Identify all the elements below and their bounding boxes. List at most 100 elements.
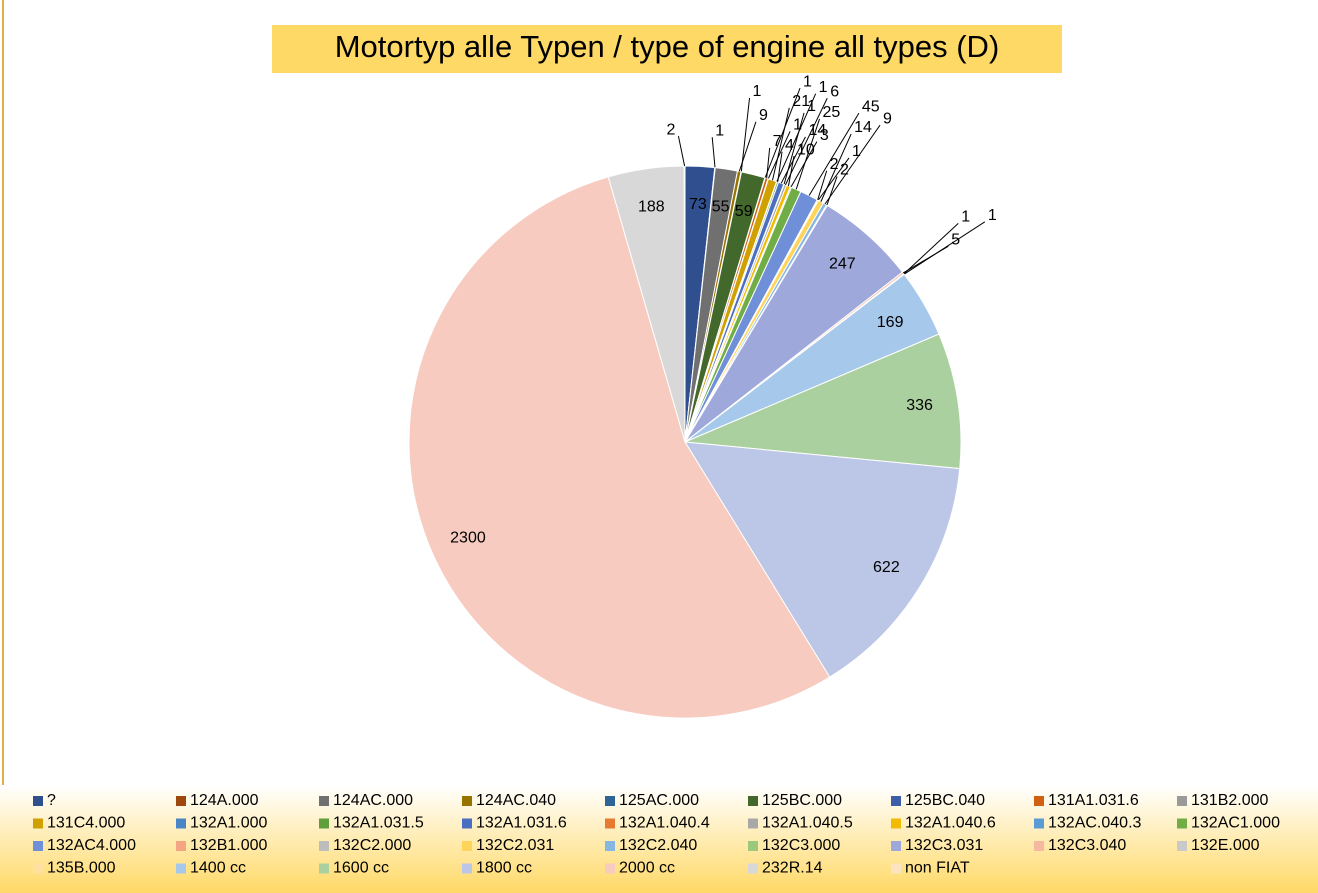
- legend-swatch: [605, 818, 615, 829]
- legend-label: 132C2.040: [619, 837, 697, 854]
- legend-swatch: [1034, 818, 1044, 829]
- legend-label: 124AC.040: [476, 792, 556, 809]
- legend-label: 132AC.040.3: [1048, 815, 1142, 832]
- legend-swatch: [1177, 841, 1187, 851]
- data-label: 55: [712, 199, 730, 216]
- legend-swatch: [891, 863, 901, 874]
- legend-swatch: [891, 841, 901, 851]
- leader-line: [790, 141, 818, 188]
- data-label: 7: [773, 133, 782, 150]
- legend-label: 124A.000: [190, 792, 259, 809]
- legend-label: 1600 cc: [333, 860, 389, 877]
- data-label: 2: [840, 162, 849, 179]
- legend-label: 132AC4.000: [47, 837, 136, 854]
- data-label: 4: [785, 137, 794, 154]
- data-label: 1: [715, 122, 724, 139]
- data-label: 1: [988, 207, 997, 224]
- legend-label: 132A1.000: [190, 815, 268, 832]
- legend-label: 132C3.000: [762, 837, 840, 854]
- legend-label: 2000 cc: [619, 860, 675, 877]
- legend-label: 132B1.000: [190, 837, 268, 854]
- legend-swatch: [748, 818, 758, 829]
- leader-line: [817, 157, 850, 201]
- legend-label: 132A1.040.4: [619, 815, 710, 832]
- data-label: 14: [808, 122, 826, 139]
- leader-line: [903, 221, 986, 275]
- legend-swatch: [605, 863, 615, 874]
- data-label: 9: [883, 110, 892, 127]
- legend-label: 135B.000: [47, 860, 116, 877]
- legend-swatch: [319, 841, 329, 851]
- legend-swatch: [33, 818, 43, 829]
- legend-label: 132AC1.000: [1191, 815, 1280, 832]
- legend-swatch: [1177, 796, 1187, 806]
- legend-label: ?: [47, 792, 56, 809]
- legend-swatch: [891, 818, 901, 829]
- legend-swatch: [462, 863, 472, 874]
- legend-swatch: [462, 818, 472, 829]
- data-label: 247: [829, 255, 856, 272]
- legend-label: 132C3.031: [905, 837, 983, 854]
- legend-swatch: [319, 796, 329, 806]
- legend-swatch: [605, 796, 615, 806]
- data-label: 9: [759, 107, 768, 124]
- data-label: 1: [753, 83, 762, 100]
- legend-swatch: [462, 841, 472, 851]
- leader-line: [787, 155, 795, 187]
- data-label: 1: [961, 209, 970, 226]
- data-label: 622: [873, 559, 900, 576]
- legend-swatch: [33, 863, 43, 874]
- data-label: 188: [638, 198, 665, 215]
- leader-line: [766, 147, 771, 179]
- leader-line: [777, 151, 783, 183]
- pie-slice: [684, 333, 962, 470]
- leader-line: [784, 98, 828, 186]
- legend-label: 1800 cc: [476, 860, 532, 877]
- leader-line: [677, 135, 686, 167]
- legend-swatch: [1034, 841, 1044, 851]
- legend-background: [0, 785, 1318, 893]
- data-label: 5: [951, 232, 960, 249]
- data-label: 73: [689, 196, 707, 213]
- leader-line: [776, 93, 817, 182]
- legend-swatch: [33, 841, 43, 851]
- legend-label: 132A1.031.5: [333, 815, 424, 832]
- legend-label: 131A1.031.6: [1048, 792, 1139, 809]
- data-label: 1: [852, 143, 861, 160]
- leader-line: [808, 112, 860, 196]
- chart-title: Motortyp alle Typen / type of engine all…: [335, 29, 1000, 64]
- data-label: 336: [906, 397, 933, 414]
- data-label: 59: [735, 203, 753, 220]
- legend-label: 131B2.000: [1191, 792, 1269, 809]
- legend-swatch: [176, 818, 186, 829]
- leader-line: [826, 176, 838, 206]
- legend-label: 125BC.000: [762, 792, 842, 809]
- legend-label: 125BC.040: [905, 792, 985, 809]
- legend-label: 132A1.040.6: [905, 815, 996, 832]
- legend-label: 132E.000: [1191, 837, 1260, 854]
- legend-label: 132C2.000: [333, 837, 411, 854]
- data-label: 21: [792, 93, 810, 110]
- legend-swatch: [176, 863, 186, 874]
- legend-label: non FIAT: [905, 860, 970, 877]
- legend-swatch: [1177, 818, 1187, 829]
- legend-swatch: [891, 796, 901, 806]
- data-label: 1: [803, 73, 812, 90]
- data-label: 25: [823, 104, 841, 121]
- leader-line: [817, 170, 828, 201]
- data-label: 45: [862, 98, 880, 115]
- legend-swatch: [748, 863, 758, 874]
- legend-swatch: [319, 818, 329, 829]
- data-label: 1: [819, 79, 828, 96]
- legend-swatch: [1034, 796, 1044, 806]
- data-label: 1: [793, 117, 802, 134]
- data-label: 2: [667, 121, 676, 138]
- legend-label: 125AC.000: [619, 792, 699, 809]
- leader-line: [764, 88, 801, 179]
- leader-line: [795, 118, 821, 190]
- legend-label: 132A1.031.6: [476, 815, 567, 832]
- data-label: 3: [820, 127, 829, 144]
- data-label: 1: [807, 98, 816, 115]
- legend-swatch: [462, 796, 472, 806]
